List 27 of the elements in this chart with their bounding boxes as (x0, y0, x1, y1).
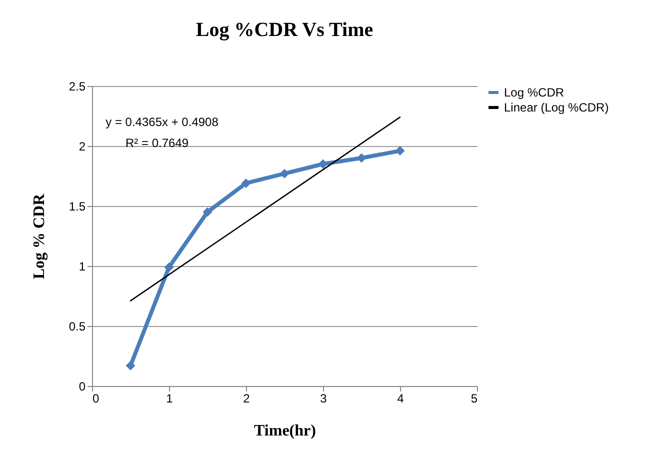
legend-label: Log %CDR (504, 86, 564, 100)
y-tick-label: 2 (78, 140, 86, 154)
x-tick-label: 3 (320, 392, 328, 406)
point (356, 153, 366, 163)
chart-title: Log %CDR Vs Time (196, 19, 374, 41)
y-tick-label: 0 (78, 380, 86, 394)
annotation: y = 0.4365x + 0.4908 (106, 115, 219, 129)
y-axis-title: Log % CDR (30, 193, 48, 280)
point (202, 207, 212, 217)
point (126, 360, 136, 370)
y-tick-label: 2.5 (68, 80, 86, 94)
y-tick-label: 1 (78, 260, 86, 274)
x-tick-label: 0 (92, 392, 100, 406)
x-tick-label: 4 (397, 392, 404, 406)
y-tick-label: 0.5 (68, 320, 86, 334)
point (318, 159, 328, 169)
x-tick-label: 1 (166, 392, 174, 406)
legend-label: Linear (Log %CDR) (504, 100, 609, 114)
annotation: R² = 0.7649 (125, 136, 189, 150)
x-tick-label: 5 (470, 392, 478, 406)
x-tick-label: 2 (243, 392, 250, 406)
point (395, 146, 405, 156)
point (164, 262, 174, 272)
point (241, 178, 251, 188)
point (280, 168, 290, 178)
y-tick-label: 1.5 (68, 200, 86, 214)
x-axis-title: Time(hr) (254, 422, 316, 440)
